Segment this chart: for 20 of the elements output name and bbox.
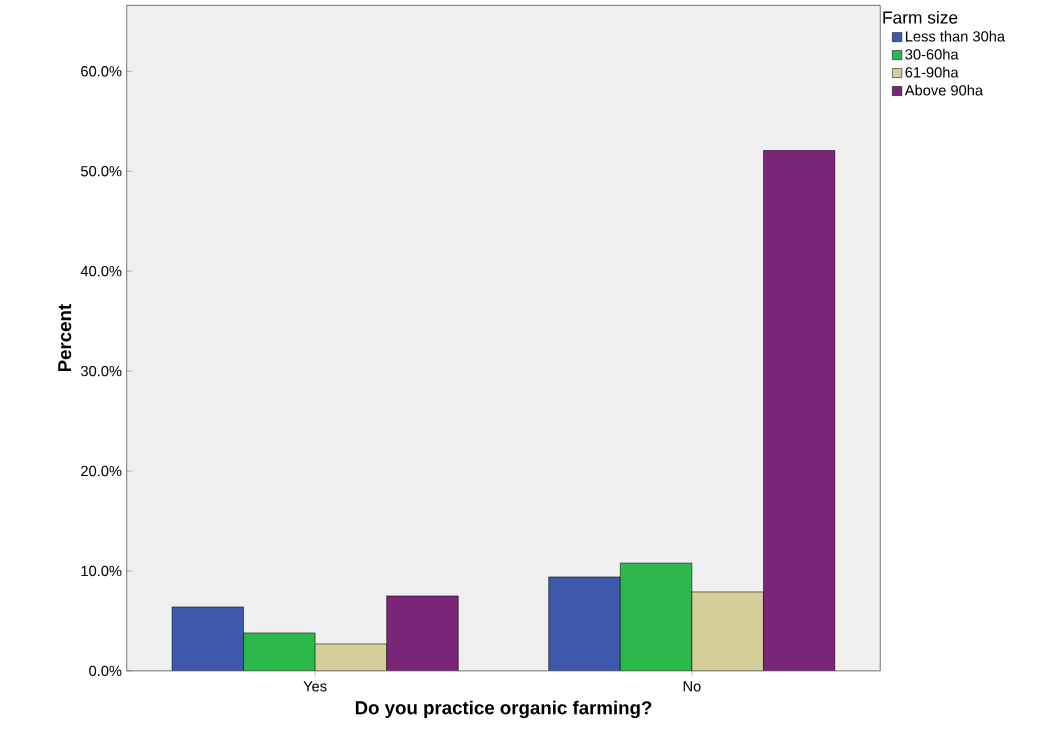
y-tick-label: 10.0% — [81, 565, 122, 577]
y-tick-label: 50.0% — [80, 166, 122, 177]
legend-label: 30-60ha — [905, 48, 959, 60]
bar — [243, 632, 316, 671]
y-axis-title: Percent — [58, 304, 72, 372]
y-tick-label: 0.0% — [89, 665, 122, 677]
x-axis-title: Do you practice organic farming? — [355, 700, 652, 719]
y-tick-label: 40.0% — [80, 266, 122, 277]
bar — [620, 562, 693, 671]
y-tick-label: 60.0% — [81, 66, 122, 77]
y-tick-label: 20.0% — [81, 465, 122, 477]
legend-title: Farm size — [883, 10, 958, 24]
legend-label: Above 90ha — [904, 84, 984, 96]
bar — [314, 643, 387, 671]
y-tick-label: 30.0% — [80, 365, 122, 377]
x-tick-label: No — [683, 681, 701, 692]
legend-label: Less than 30ha — [905, 30, 1006, 42]
x-tick-label: Yes — [303, 681, 327, 692]
legend-label: 61-90ha — [905, 66, 959, 78]
bar — [691, 591, 764, 671]
